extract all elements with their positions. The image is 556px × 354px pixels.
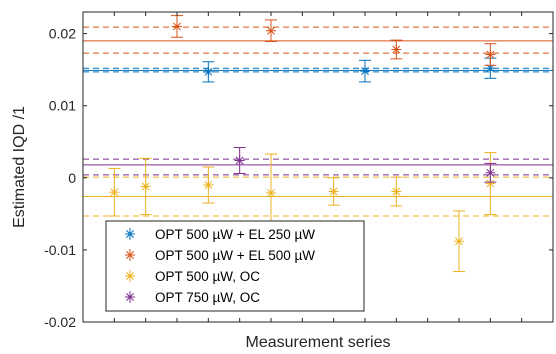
axis-ticks: -0.02 -0.01 0 0.01 0.02 [44, 12, 553, 330]
data-point [360, 66, 370, 77]
legend-item: OPT 750 µW, OC [125, 290, 260, 305]
legend-marker [125, 291, 135, 303]
data-point [485, 49, 496, 60]
axes-box [82, 11, 554, 323]
data-point [234, 155, 245, 166]
data-point [391, 186, 402, 197]
plot-frame [82, 11, 554, 323]
data-points [108, 15, 497, 273]
axis-labels: Measurement series Estimated IQD /1 [11, 106, 390, 351]
data-point [109, 187, 120, 198]
data-point [454, 236, 464, 247]
data-point [203, 180, 214, 191]
legend-marker [125, 249, 135, 261]
legend-item: OPT 500 µW + EL 500 µW [125, 248, 315, 263]
y-tick-label: -0.01 [44, 242, 76, 258]
data-point [485, 167, 496, 178]
data-point [203, 66, 214, 77]
legend-item: OPT 500 µW + EL 250 µW [125, 227, 315, 242]
legend-item: OPT 500 µW, OC [125, 269, 260, 284]
data-point [172, 21, 182, 32]
data-point [140, 181, 151, 192]
data-point [328, 186, 339, 197]
x-axis-label: Measurement series [246, 334, 391, 351]
data-point [391, 44, 402, 55]
reference-lines [83, 26, 553, 217]
legend: OPT 500 µW + EL 250 µW OPT 500 µW + EL 5… [105, 220, 365, 312]
legend-label: OPT 500 µW + EL 500 µW [155, 248, 315, 263]
y-tick-label: 0.02 [49, 26, 76, 42]
legend-marker [125, 270, 135, 282]
data-point [266, 187, 276, 198]
legend-box [105, 220, 365, 312]
legend-marker [125, 228, 135, 240]
y-tick-label: -0.02 [44, 314, 76, 330]
legend-label: OPT 500 µW, OC [155, 269, 260, 284]
y-axis-label: Estimated IQD /1 [11, 106, 28, 228]
legend-label: OPT 500 µW + EL 250 µW [155, 227, 315, 242]
legend-label: OPT 750 µW, OC [155, 290, 260, 305]
y-tick-label: 0 [68, 170, 76, 186]
data-point [266, 25, 276, 36]
y-tick-label: 0.01 [49, 98, 76, 114]
